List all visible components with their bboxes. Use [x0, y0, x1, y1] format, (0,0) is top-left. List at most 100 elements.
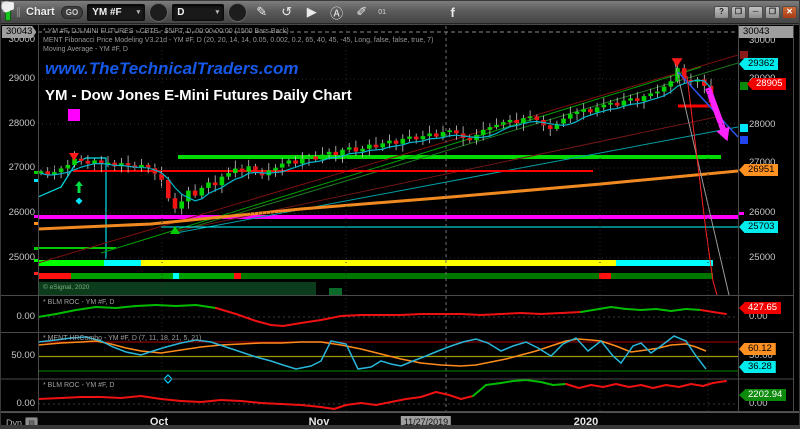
axis-label: 28000: [749, 119, 776, 130]
facebook-icon: f: [450, 4, 455, 20]
window-controls: ? ❐ ─ ❐ ✕: [714, 5, 797, 19]
page-indicator: 01: [378, 8, 387, 16]
circular-arrow-icon: ↺: [281, 4, 293, 19]
panel3-header: * BLM ROC - YM #F, D: [43, 382, 115, 389]
left-price-axis[interactable]: 30000 29000 28000 27000 26000 25000 0.00 50.00 0…: [1, 24, 38, 412]
green-fan2: [175, 62, 738, 233]
axis-tick: [34, 171, 38, 174]
dyn-toggle[interactable]: Dyn ▤: [6, 417, 39, 428]
axis-label: 27000: [8, 162, 35, 173]
arrow-up-marker: [75, 181, 83, 193]
price-badge: 29362: [739, 58, 779, 70]
marker-tool-button[interactable]: ✐: [351, 3, 372, 21]
axis-label: 25000: [749, 252, 776, 263]
panel-blm-roc-2: [38, 379, 738, 410]
teal-fan: [175, 126, 738, 234]
magenta-axis-tick: [739, 212, 744, 215]
panel-blm-roc: [38, 304, 738, 327]
symbol-input[interactable]: YM #F ▾: [87, 3, 146, 21]
help-button[interactable]: ?: [714, 5, 729, 19]
dyn-label: Dyn: [6, 418, 23, 428]
price-badge: 2202.94: [739, 389, 787, 401]
chevron-down-icon[interactable]: ▾: [136, 9, 141, 16]
red-plunge: [686, 75, 718, 296]
twitter-share-button[interactable]: [2, 2, 438, 21]
axis-label: 27000: [749, 157, 776, 168]
axis-label: 0.00: [16, 311, 36, 322]
axis-tick: [34, 272, 38, 275]
symbol-search-button[interactable]: [1, 1, 169, 22]
watermark-link[interactable]: www.TheTechnicalTraders.com: [45, 59, 299, 78]
price-badge: 427.65: [739, 302, 782, 314]
tri-down-marker: [69, 153, 79, 161]
study-header-fib: MENT Fibonacci Price Modeling V3.21d - Y…: [43, 37, 434, 44]
price-badge: 60.12: [739, 343, 776, 355]
refresh-button[interactable]: ↺: [276, 3, 297, 21]
letter-a-icon: Ⓐ: [330, 5, 344, 21]
axis-tick: [34, 222, 38, 225]
time-settings-button[interactable]: [1, 1, 248, 22]
dyn-icon: ▤: [25, 417, 39, 428]
panel1-header: * BLM ROC - YM #F, D: [43, 299, 115, 306]
gray-plunge: [674, 62, 730, 296]
axis-indicator-square: [740, 136, 748, 144]
panel2-header: * MENT HRCombo - YM #F, D (7, 11, 18, 21…: [43, 335, 202, 342]
twitter-bird-icon: [2, 2, 15, 12]
axis-label: 26000: [749, 207, 776, 218]
marker-pen-icon: ✐: [356, 4, 368, 19]
chevron-down-icon[interactable]: ▾: [215, 9, 220, 16]
axis-label: 0.00: [749, 311, 768, 322]
axis-indicator-square: [740, 51, 748, 59]
diamond-marker: [75, 197, 83, 205]
big-arrow-marker: [705, 86, 730, 142]
candles: [38, 60, 714, 215]
panel-ment-hrcombo: [38, 335, 738, 372]
go-badge: GO: [60, 5, 84, 19]
window-grip[interactable]: ∥: [16, 6, 21, 18]
facebook-share-button[interactable]: f: [442, 3, 463, 21]
cursor-price-badge: 30043: [2, 26, 37, 38]
axis-label: 0.00: [749, 398, 768, 409]
main-plot: [38, 54, 738, 296]
replay-button[interactable]: ▶: [301, 3, 322, 21]
interval-value: D: [177, 6, 185, 18]
minimize-button[interactable]: ─: [748, 5, 763, 19]
right-price-axis[interactable]: 3000029000280002700026000250000.0050.000…: [739, 24, 793, 412]
close-button[interactable]: ✕: [782, 5, 797, 19]
price-badge: 28905: [747, 78, 787, 90]
window-title: Chart: [26, 6, 55, 18]
copyright-label: © eSignal, 2020: [43, 284, 90, 291]
draw-tool-button[interactable]: ✎: [251, 3, 272, 21]
restore-button[interactable]: ❐: [731, 5, 746, 19]
moving-average-line: [40, 79, 712, 202]
chart-annotation-title: YM - Dow Jones E-Mini Futures Daily Char…: [43, 85, 358, 107]
axis-label: 29000: [8, 73, 35, 84]
window-bottom-edge: [1, 425, 799, 428]
maximize-button[interactable]: ❐: [765, 5, 780, 19]
axis-tick: [34, 247, 38, 250]
orange-trend: [38, 169, 738, 231]
axis-tick: [34, 215, 38, 218]
axis-tick: [34, 179, 38, 182]
darkred-fan: [38, 54, 738, 264]
square-marker: [68, 109, 80, 121]
study-header-ma: Moving Average - YM #F, D: [43, 46, 128, 53]
tri-down-marker: [671, 58, 683, 67]
axis-label: 50.00: [749, 350, 773, 361]
price-badge: 36.28: [739, 361, 776, 373]
price-badge: 25703: [739, 221, 779, 233]
green-fan: [100, 66, 702, 254]
chat-button[interactable]: [2, 2, 413, 21]
pencil-icon: ✎: [256, 4, 268, 19]
interval-input[interactable]: D ▾: [172, 3, 225, 21]
tri-up-marker: [170, 226, 180, 234]
symbol-value: YM #F: [92, 6, 122, 18]
cursor-price-badge: 30043: [739, 26, 793, 38]
axis-label: 28000: [8, 118, 35, 129]
annotation-button[interactable]: Ⓐ: [326, 3, 347, 21]
axis-label: 26000: [8, 207, 35, 218]
toolbar: ∥ Chart GO YM #F ▾ D ▾ ✎ ↺ ▶ Ⓐ ✐ 01: [1, 1, 799, 24]
axis-label: 25000: [8, 252, 35, 263]
instrument-header: * YM #F, DJI MINI FUTURES - CBTE - $5/PT…: [43, 28, 289, 35]
